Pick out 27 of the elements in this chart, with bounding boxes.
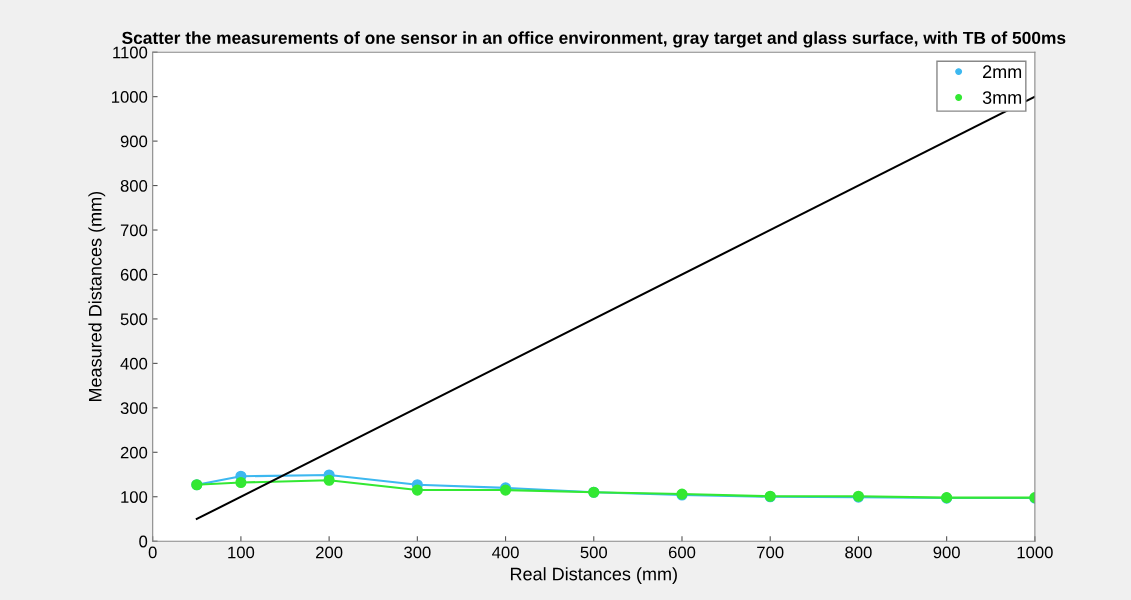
y-tick-label: 800 xyxy=(120,179,148,192)
y-axis-title: Measured Distances (mm) xyxy=(88,191,106,402)
x-tick-label: 100 xyxy=(228,546,255,559)
x-tick-label: 300 xyxy=(404,546,431,559)
x-tick-label: 600 xyxy=(668,546,696,559)
x-tick-label: 900 xyxy=(933,546,960,559)
y-tick-label: 700 xyxy=(120,224,148,237)
y-tick-label: 1000 xyxy=(112,91,148,103)
x-tick-label: 1000 xyxy=(1017,546,1053,559)
y-tick-label: 0 xyxy=(139,535,148,548)
x-tick-label: 400 xyxy=(492,546,519,559)
x-tick-label: 700 xyxy=(757,546,784,559)
x-tick-label: 800 xyxy=(845,546,872,559)
legend-label: 3mm xyxy=(982,91,1022,104)
x-axis-title: Real Distances (mm) xyxy=(510,567,677,584)
y-tick-label: 500 xyxy=(120,313,148,326)
y-tick-label: 300 xyxy=(120,402,148,415)
y-tick-label: 900 xyxy=(120,135,148,148)
y-tick-label: 100 xyxy=(121,491,148,503)
x-tick-label: 500 xyxy=(580,546,608,559)
y-tick-label: 1100 xyxy=(113,46,148,59)
y-tick-label: 600 xyxy=(120,268,148,281)
y-tick-label: 400 xyxy=(120,357,148,370)
y-tick-label: 200 xyxy=(120,446,148,459)
legend-label: 2mm xyxy=(983,65,1022,78)
x-tick-label: 0 xyxy=(148,546,157,559)
x-tick-label: 200 xyxy=(316,546,343,559)
